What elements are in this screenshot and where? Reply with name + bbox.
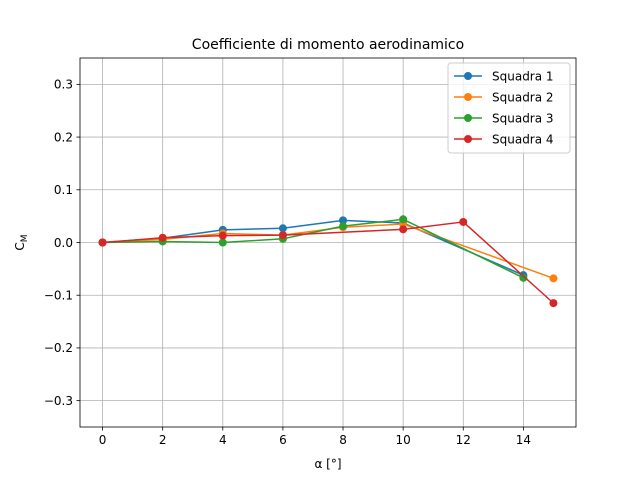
legend-label: Squadra 4 xyxy=(492,132,554,146)
y-tick-label: −0.3 xyxy=(44,394,73,408)
x-tick-label: 10 xyxy=(396,433,411,447)
series-4 xyxy=(98,217,558,308)
data-point xyxy=(549,299,558,308)
legend-marker xyxy=(464,93,472,101)
y-tick-label: −0.2 xyxy=(44,341,73,355)
data-point xyxy=(399,215,408,224)
y-tick-label: 0.0 xyxy=(54,236,73,250)
data-point xyxy=(519,273,528,282)
legend-box xyxy=(447,62,571,154)
x-tick-label: 8 xyxy=(339,433,347,447)
x-tick-label: 12 xyxy=(456,433,471,447)
x-tick-label: 4 xyxy=(219,433,227,447)
data-point xyxy=(339,216,348,225)
data-point xyxy=(339,222,348,231)
y-axis-label-subscript: M xyxy=(20,234,30,242)
x-tick-label: 6 xyxy=(279,433,287,447)
legend-marker xyxy=(464,114,472,122)
chart-title: Coefficiente di momento aerodinamico xyxy=(192,37,464,53)
legend-label: Squadra 2 xyxy=(492,90,554,104)
data-point xyxy=(278,231,287,240)
data-point xyxy=(278,224,287,233)
data-point xyxy=(399,225,408,234)
data-point xyxy=(459,217,468,226)
y-tick-label: 0.1 xyxy=(54,183,73,197)
legend-item: Squadra 4 xyxy=(454,132,554,146)
data-point xyxy=(98,238,107,247)
data-point xyxy=(549,274,558,283)
x-tick-label: 14 xyxy=(516,433,531,447)
y-tick-label: 0.2 xyxy=(54,130,73,144)
x-tick-label: 0 xyxy=(99,433,107,447)
y-tick-label: 0.3 xyxy=(54,78,73,92)
plot-series xyxy=(98,215,558,308)
legend-marker xyxy=(464,72,472,80)
legend-label: Squadra 3 xyxy=(492,111,554,125)
legend: Squadra 1 Squadra 2 Squadra 3 Squadra 4 xyxy=(447,62,571,154)
legend-item: Squadra 1 xyxy=(454,69,554,83)
axis-ticks: 0 2 4 6 8 10 12 14 −0.3 −0.2 −0.1 0.0 0.1 0.2 0.3 xyxy=(44,78,531,447)
legend-item: Squadra 3 xyxy=(454,111,554,125)
y-tick-label: −0.1 xyxy=(44,289,73,303)
data-point xyxy=(158,233,167,242)
legend-marker xyxy=(464,135,472,143)
x-axis-label: α [°] xyxy=(314,457,341,471)
y-axis-label: CM xyxy=(13,234,30,250)
x-tick-label: 2 xyxy=(159,433,167,447)
data-point xyxy=(218,231,227,240)
data-point xyxy=(218,238,227,247)
legend-item: Squadra 2 xyxy=(454,90,554,104)
y-axis-label-main: C xyxy=(13,242,27,250)
legend-label: Squadra 1 xyxy=(492,69,554,83)
